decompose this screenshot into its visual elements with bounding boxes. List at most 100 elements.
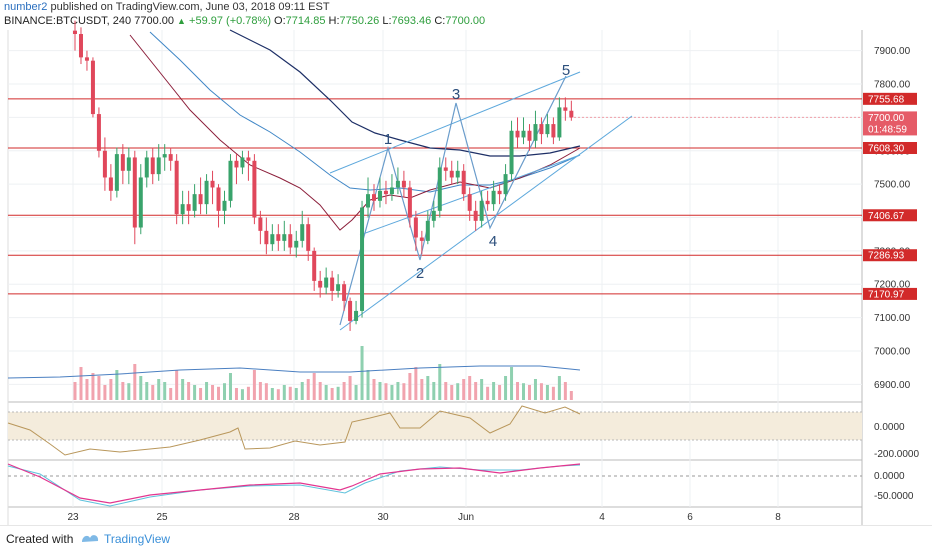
- volume-bar: [450, 385, 454, 400]
- candle-body: [533, 124, 538, 141]
- volume-ma-line: [7, 365, 581, 379]
- candle-body: [300, 224, 305, 241]
- ema-fast-line: [129, 34, 581, 231]
- candle-body: [389, 187, 394, 195]
- candle-body: [473, 210, 478, 221]
- cci-band: [8, 412, 862, 440]
- volume-bar: [300, 382, 304, 400]
- level-price-badge: [863, 287, 917, 300]
- tradingview-brand[interactable]: TradingView: [104, 532, 171, 546]
- wave-label-2: 2: [416, 265, 424, 282]
- candle-body: [348, 300, 353, 321]
- volume-bar: [330, 388, 334, 400]
- volume-bar: [342, 382, 346, 400]
- x-tick-label: 25: [156, 512, 168, 523]
- candle-body: [192, 194, 197, 211]
- volume-bar: [533, 379, 537, 400]
- candle-body: [407, 187, 412, 218]
- candle-body: [521, 130, 526, 138]
- last-price-badge: [863, 111, 917, 136]
- x-tick-label: 8: [775, 512, 781, 523]
- volume-bar: [510, 367, 514, 400]
- candle-body: [222, 200, 227, 211]
- close-value: 7700.00: [445, 15, 486, 27]
- candle-body: [186, 204, 191, 211]
- candle-body: [545, 124, 550, 135]
- volume-bar: [504, 376, 508, 400]
- low-label: L:: [382, 15, 392, 27]
- level-price-label: 7406.67: [868, 211, 905, 222]
- x-tick-label: 4: [599, 512, 605, 523]
- volume-bar: [420, 379, 424, 400]
- countdown-label: 01:48:59: [868, 124, 907, 135]
- volume-bar: [127, 383, 131, 400]
- volume-bar: [228, 373, 232, 400]
- volume-bar: [139, 376, 143, 400]
- cci-tick-label: -200.0000: [874, 449, 919, 460]
- candle-body: [132, 157, 137, 228]
- cci-tick-label: 0.0000: [874, 422, 905, 433]
- candle-body: [252, 160, 257, 218]
- candle-body: [162, 154, 167, 158]
- candle-body: [443, 167, 448, 171]
- candle-body: [276, 234, 281, 241]
- candle-body: [312, 250, 317, 281]
- level-price-label: 7170.97: [868, 289, 905, 300]
- ema-slow-line: [229, 29, 581, 157]
- volume-bar: [103, 385, 107, 400]
- open-value: 7714.85: [285, 15, 326, 27]
- lower-channel-line: [339, 115, 633, 331]
- volume-bar: [569, 391, 573, 400]
- volume-bar: [211, 385, 215, 400]
- symbol-line: BINANCE:BTCUSDT, 240 7700.00 ▲ +59.97 (+…: [4, 15, 485, 27]
- chart-header: number2 published on TradingView.com, Ju…: [0, 0, 932, 30]
- wave-label-5: 5: [562, 62, 570, 79]
- candle-body: [401, 180, 406, 188]
- volume-bar: [151, 385, 155, 400]
- candle-body: [366, 194, 371, 208]
- last-price: 7700.00: [134, 15, 174, 27]
- volume-bar: [557, 376, 561, 400]
- candle-body: [342, 284, 347, 301]
- volume-bar: [121, 382, 125, 400]
- candle-body: [156, 157, 161, 175]
- volume-bar: [246, 386, 250, 400]
- candle-body: [204, 180, 209, 205]
- price-change: +59.97 (+0.78%): [189, 15, 271, 27]
- volume-bar: [145, 382, 149, 400]
- volume-bar: [312, 373, 316, 400]
- candle-body: [413, 217, 418, 238]
- volume-bar: [97, 376, 101, 400]
- candle-body: [336, 284, 341, 291]
- candle-body: [306, 224, 311, 251]
- volume-bar: [175, 370, 179, 400]
- macd-signal-line: [7, 464, 581, 507]
- candle-body: [503, 174, 508, 195]
- price-chart[interactable]: 7900.007800.007700.007600.007500.007400.…: [0, 0, 932, 525]
- volume-bar: [354, 385, 358, 400]
- volume-bar: [522, 383, 525, 400]
- candle-body: [90, 60, 95, 115]
- volume-bar: [336, 386, 340, 400]
- candle-body: [234, 160, 239, 168]
- volume-bar: [306, 379, 310, 400]
- candle-body: [395, 180, 400, 188]
- created-with-text: Created with: [6, 532, 74, 546]
- wave-label-3: 3: [452, 86, 460, 103]
- candle-body: [515, 130, 520, 138]
- candle-body: [551, 124, 556, 138]
- cci-line: [7, 405, 581, 456]
- candle-body: [168, 154, 173, 161]
- level-price-badge: [863, 92, 917, 105]
- volume-bar: [468, 376, 472, 400]
- author-link[interactable]: number2: [4, 1, 48, 13]
- volume-bar: [396, 382, 400, 400]
- last-price-label: 7700.00: [868, 113, 905, 124]
- level-price-badge: [863, 142, 917, 155]
- candle-body: [108, 177, 113, 191]
- candle-body: [354, 310, 359, 321]
- volume-bar: [360, 346, 364, 400]
- volume-bar: [438, 364, 442, 400]
- candle-body: [491, 190, 496, 205]
- level-price-badge: [863, 209, 917, 222]
